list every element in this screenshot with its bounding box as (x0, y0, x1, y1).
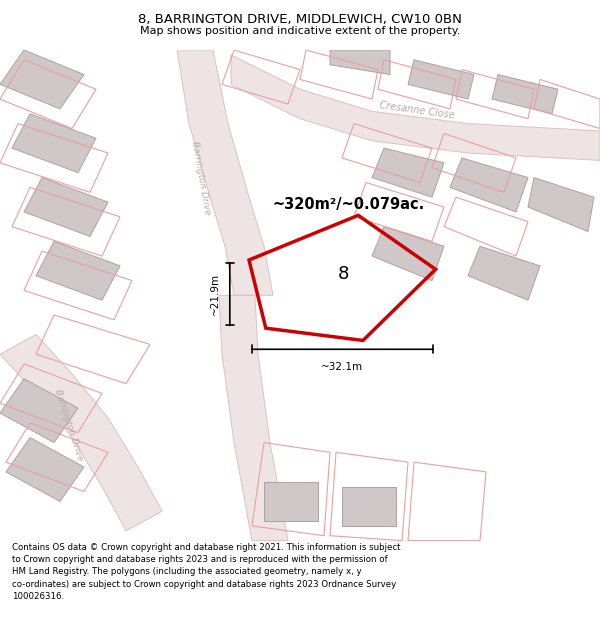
Polygon shape (528, 177, 594, 231)
Polygon shape (36, 241, 120, 300)
Text: 8, BARRINGTON DRIVE, MIDDLEWICH, CW10 0BN: 8, BARRINGTON DRIVE, MIDDLEWICH, CW10 0B… (138, 14, 462, 26)
Text: Barrington Drive: Barrington Drive (190, 140, 212, 215)
Polygon shape (177, 50, 273, 295)
Polygon shape (330, 50, 390, 74)
Text: Barrington Drive: Barrington Drive (53, 388, 85, 462)
Text: Map shows position and indicative extent of the property.: Map shows position and indicative extent… (140, 26, 460, 36)
Polygon shape (264, 482, 318, 521)
Polygon shape (372, 148, 444, 198)
Polygon shape (219, 295, 288, 541)
Polygon shape (12, 114, 96, 172)
Polygon shape (0, 334, 162, 531)
Polygon shape (492, 74, 558, 114)
Polygon shape (0, 379, 78, 442)
Polygon shape (372, 227, 444, 281)
Text: ~320m²/~0.079ac.: ~320m²/~0.079ac. (273, 196, 425, 211)
Text: Cresanne Close: Cresanne Close (379, 100, 455, 121)
Text: ~32.1m: ~32.1m (321, 362, 364, 372)
Polygon shape (342, 487, 396, 526)
Text: 8: 8 (338, 265, 349, 283)
Polygon shape (24, 177, 108, 236)
Polygon shape (468, 246, 540, 300)
Text: Contains OS data © Crown copyright and database right 2021. This information is : Contains OS data © Crown copyright and d… (12, 543, 401, 601)
Polygon shape (231, 55, 600, 161)
Polygon shape (6, 438, 84, 501)
Polygon shape (0, 50, 84, 109)
Text: ~21.9m: ~21.9m (210, 273, 220, 315)
Polygon shape (450, 158, 528, 212)
Polygon shape (408, 60, 474, 99)
